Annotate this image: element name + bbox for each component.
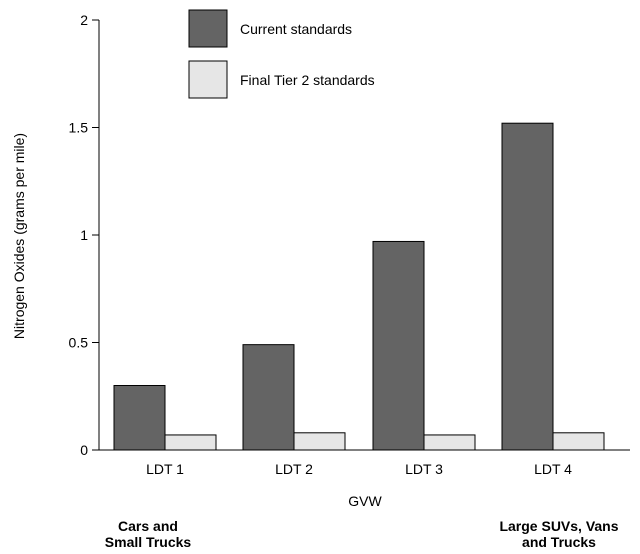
legend-swatch: [188, 60, 228, 99]
annotation-cars-small-trucks: Cars and Small Trucks: [88, 518, 208, 550]
annotation-line: Small Trucks: [104, 534, 192, 550]
y-axis-title: Nitrogen Oxides (grams per mile): [11, 133, 27, 339]
legend-swatch: [188, 9, 228, 48]
x-tick-label: LDT 2: [275, 461, 313, 477]
y-tick-label: 1: [80, 227, 88, 243]
legend-label: Final Tier 2 standards: [240, 72, 375, 88]
x-axis-ticks: LDT 1 LDT 2 LDT 3 LDT 4: [146, 461, 572, 477]
y-tick-label: 0.5: [69, 335, 89, 351]
bar-current-1: [113, 385, 166, 451]
x-axis-title: GVW: [348, 493, 382, 509]
x-tick-label: LDT 4: [534, 461, 572, 477]
bar-tier2-3: [423, 434, 476, 451]
bars: [113, 122, 605, 451]
x-tick-label: LDT 3: [405, 461, 443, 477]
bar-tier2-2: [293, 432, 346, 451]
annotation-line: Large SUVs, Vans: [499, 518, 619, 534]
annotation-line: Cars and: [118, 518, 178, 534]
bar-current-2: [242, 344, 295, 451]
y-tick-label: 1.5: [69, 120, 89, 136]
y-tick-label: 0: [80, 442, 88, 458]
bar-current-4: [501, 122, 554, 451]
annotation-line: and Trucks: [522, 534, 596, 550]
x-tick-label: LDT 1: [146, 461, 184, 477]
bar-tier2-4: [552, 432, 605, 451]
annotation-large-suvs-vans-trucks: Large SUVs, Vans and Trucks: [484, 518, 634, 550]
y-tick-label: 2: [80, 12, 88, 28]
legend: Current standards Final Tier 2 standards: [188, 9, 375, 99]
legend-label: Current standards: [240, 21, 352, 37]
y-axis-ticks: 0 0.5 1 1.5 2: [69, 12, 99, 458]
bar-current-3: [372, 240, 425, 451]
bar-tier2-1: [164, 434, 217, 451]
